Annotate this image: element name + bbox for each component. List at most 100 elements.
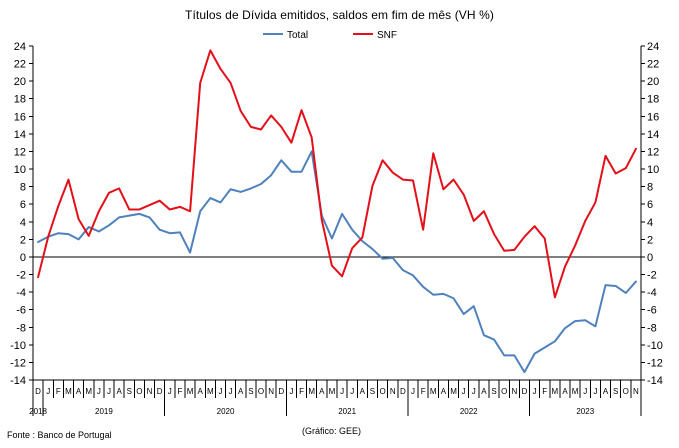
- data-point-total: [553, 340, 556, 343]
- data-point-snf: [564, 265, 567, 268]
- data-point-total: [523, 371, 526, 374]
- data-point-snf: [260, 128, 263, 131]
- series-lines: [37, 49, 637, 374]
- data-point-snf: [533, 225, 536, 228]
- data-point-total: [462, 313, 465, 316]
- month-label: M: [308, 387, 315, 396]
- month-label: J: [533, 387, 537, 396]
- data-point-snf: [67, 178, 70, 181]
- right-tick-label: 18: [647, 94, 659, 106]
- month-label: F: [421, 387, 426, 396]
- data-point-snf: [77, 218, 80, 221]
- data-point-total: [594, 325, 597, 328]
- month-label: D: [522, 387, 528, 396]
- right-tick-label: 24: [647, 41, 659, 53]
- data-point-total: [614, 285, 617, 288]
- right-tick-label: -12: [647, 357, 663, 369]
- year-label: 2020: [217, 407, 235, 416]
- data-point-snf: [280, 125, 283, 128]
- data-point-total: [57, 232, 60, 235]
- right-tick-label: -2: [647, 270, 657, 282]
- right-tick-label: -6: [647, 305, 657, 317]
- data-point-total: [37, 241, 40, 244]
- legend-label-snf: SNF: [377, 30, 397, 41]
- year-label: 2022: [460, 407, 478, 416]
- right-tick-label: 22: [647, 59, 659, 71]
- data-point-total: [351, 228, 354, 231]
- data-point-total: [260, 183, 263, 186]
- data-point-snf: [361, 236, 364, 239]
- data-point-total: [361, 240, 364, 243]
- data-point-snf: [229, 82, 232, 85]
- data-point-total: [564, 327, 567, 330]
- data-point-snf: [574, 244, 577, 247]
- month-label: M: [572, 387, 579, 396]
- month-label: J: [583, 387, 587, 396]
- left-tick-label: 22: [14, 59, 26, 71]
- data-point-total: [148, 216, 151, 219]
- data-point-total: [108, 224, 111, 227]
- left-tick-label: 16: [14, 111, 26, 123]
- data-point-snf: [239, 110, 242, 113]
- right-tick-label: 12: [647, 146, 659, 158]
- data-point-snf: [37, 276, 40, 279]
- data-point-snf: [624, 167, 627, 170]
- month-label: D: [35, 387, 41, 396]
- month-label: O: [258, 387, 264, 396]
- month-label: M: [65, 387, 72, 396]
- month-label: D: [400, 387, 406, 396]
- month-label: N: [390, 387, 396, 396]
- month-label: M: [450, 387, 457, 396]
- year-label: 2018: [29, 407, 47, 416]
- data-point-snf: [584, 220, 587, 223]
- left-tick-label: -6: [16, 305, 26, 317]
- month-label: M: [187, 387, 194, 396]
- data-point-snf: [543, 237, 546, 240]
- month-label: N: [147, 387, 153, 396]
- data-point-snf: [604, 154, 607, 157]
- data-point-total: [513, 354, 516, 357]
- month-label: S: [127, 387, 132, 396]
- left-tick-label: -2: [16, 270, 26, 282]
- month-label: J: [350, 387, 354, 396]
- data-point-snf: [138, 208, 141, 211]
- month-label: J: [218, 387, 222, 396]
- data-point-snf: [209, 49, 212, 52]
- data-point-snf: [381, 159, 384, 162]
- data-point-snf: [472, 220, 475, 223]
- data-point-total: [138, 212, 141, 215]
- data-point-total: [381, 257, 384, 260]
- series-line-total: [37, 150, 637, 374]
- month-label: J: [97, 387, 101, 396]
- data-point-snf: [97, 210, 100, 213]
- data-point-total: [239, 191, 242, 194]
- data-point-snf: [483, 210, 486, 213]
- source-note: Fonte : Banco de Portugal: [7, 430, 112, 440]
- data-point-snf: [422, 228, 425, 231]
- left-tick-label: 2: [20, 234, 26, 246]
- data-point-total: [452, 297, 455, 300]
- left-tick-label: -10: [10, 340, 26, 352]
- data-point-total: [179, 231, 182, 234]
- month-label: J: [472, 387, 476, 396]
- data-point-total: [483, 334, 486, 337]
- data-point-total: [412, 274, 415, 277]
- data-point-total: [472, 305, 475, 308]
- data-point-snf: [513, 249, 516, 252]
- data-point-snf: [493, 233, 496, 236]
- data-point-total: [604, 284, 607, 287]
- data-point-snf: [371, 184, 374, 187]
- month-label: A: [116, 387, 122, 396]
- data-point-snf: [57, 205, 60, 208]
- data-point-total: [341, 212, 344, 215]
- data-point-total: [209, 197, 212, 200]
- month-label: D: [157, 387, 163, 396]
- month-label: A: [481, 387, 487, 396]
- data-point-snf: [158, 199, 161, 202]
- data-point-total: [158, 228, 161, 231]
- data-point-snf: [168, 208, 171, 211]
- month-label: N: [633, 387, 639, 396]
- month-label: J: [462, 387, 466, 396]
- left-tick-label: 12: [14, 146, 26, 158]
- left-tick-label: 4: [20, 217, 26, 229]
